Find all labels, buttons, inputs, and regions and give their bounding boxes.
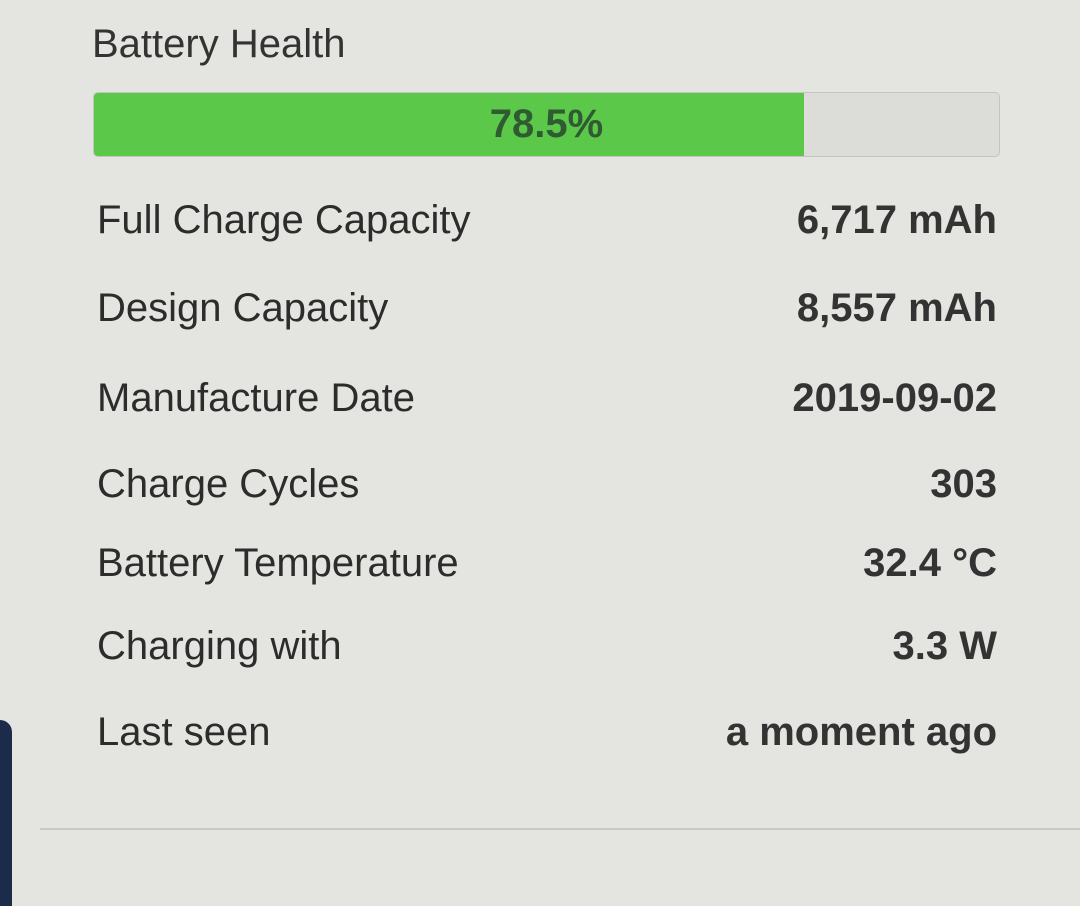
battery-health-fill — [94, 93, 805, 156]
row-label: Charging with — [97, 623, 342, 668]
row-label: Battery Temperature — [97, 540, 459, 585]
row-value: 32.4 °C — [863, 540, 997, 585]
battery-health-bar: 78.5% — [93, 92, 1000, 157]
row-label: Design Capacity — [97, 285, 389, 330]
row-label: Charge Cycles — [97, 461, 360, 506]
row-label: Last seen — [97, 709, 271, 754]
row-full-charge-capacity: Full Charge Capacity 6,717 mAh — [97, 195, 997, 245]
row-value: 6,717 mAh — [796, 197, 997, 242]
row-value: a moment ago — [725, 709, 997, 754]
battery-health-percent: 78.5% — [489, 102, 604, 146]
divider — [40, 828, 1080, 830]
row-charging-with: Charging with 3.3 W — [97, 621, 997, 671]
row-value: 2019-09-02 — [792, 375, 997, 420]
section-title: Battery Health — [92, 22, 346, 66]
row-design-capacity: Design Capacity 8,557 mAh — [97, 283, 997, 333]
row-manufacture-date: Manufacture Date 2019-09-02 — [97, 373, 997, 423]
row-label: Manufacture Date — [97, 375, 415, 420]
row-value: 3.3 W — [892, 623, 997, 668]
row-last-seen: Last seen a moment ago — [97, 707, 997, 757]
row-battery-temperature: Battery Temperature 32.4 °C — [97, 538, 997, 588]
row-label: Full Charge Capacity — [97, 197, 471, 242]
window-edge — [0, 720, 12, 906]
row-value: 303 — [930, 461, 997, 506]
row-value: 8,557 mAh — [796, 285, 997, 330]
row-charge-cycles: Charge Cycles 303 — [97, 459, 997, 509]
